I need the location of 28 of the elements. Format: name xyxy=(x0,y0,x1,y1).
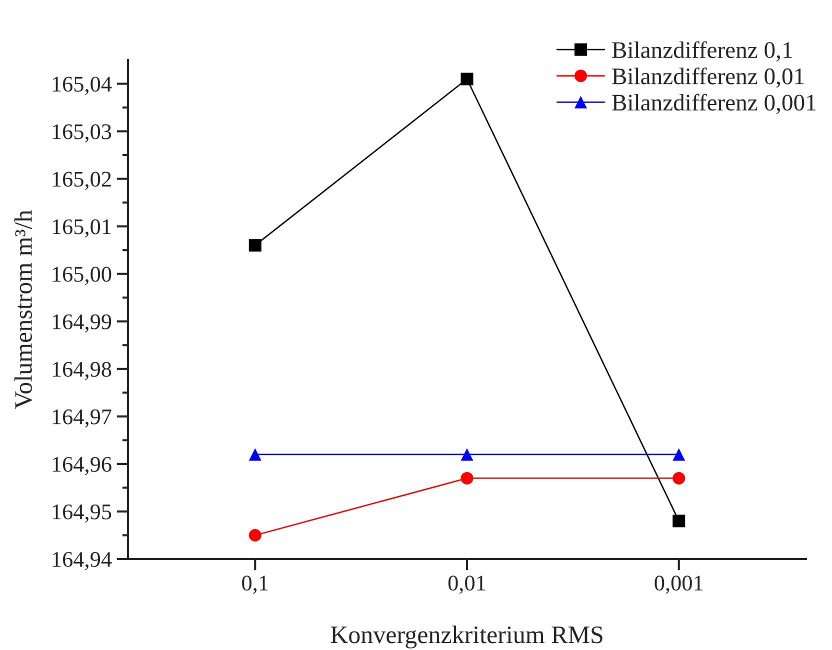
y-axis-title: Volumenstrom m³/h xyxy=(14,210,32,409)
x-tick-label: 0,01 xyxy=(448,576,486,594)
y-tick-label: 164,98 xyxy=(52,362,112,380)
point xyxy=(672,472,686,484)
y-tick-label: 164,94 xyxy=(52,552,112,570)
legend-label: Bilanzdifferenz 0,1 xyxy=(612,41,792,62)
y-tick-label: 164,99 xyxy=(52,314,112,333)
y-tick-label: 165,00 xyxy=(52,266,112,285)
legend-label: Bilanzdifferenz 0,01 xyxy=(612,67,804,88)
point xyxy=(460,72,474,86)
point xyxy=(248,448,262,461)
point xyxy=(672,514,686,528)
point xyxy=(248,528,262,542)
point xyxy=(460,472,474,484)
x-tick-label: 0,001 xyxy=(654,576,703,594)
y-tick-label: 165,04 xyxy=(52,76,112,95)
point xyxy=(248,239,262,252)
point xyxy=(672,448,686,461)
x-tick-label: 0,1 xyxy=(242,576,268,594)
legend-label: Bilanzdifferenz 0,001 xyxy=(612,94,816,114)
x-axis-title: Konvergenzkriterium RMS xyxy=(330,626,602,648)
y-tick-label: 165,03 xyxy=(52,124,112,142)
y-tick-label: 164,95 xyxy=(52,504,112,523)
y-tick-label: 164,96 xyxy=(52,456,112,476)
y-tick-label: 165,02 xyxy=(52,172,111,190)
point xyxy=(460,448,474,461)
y-tick-label: 165,01 xyxy=(52,219,111,238)
y-tick-label: 164,97 xyxy=(52,409,112,428)
